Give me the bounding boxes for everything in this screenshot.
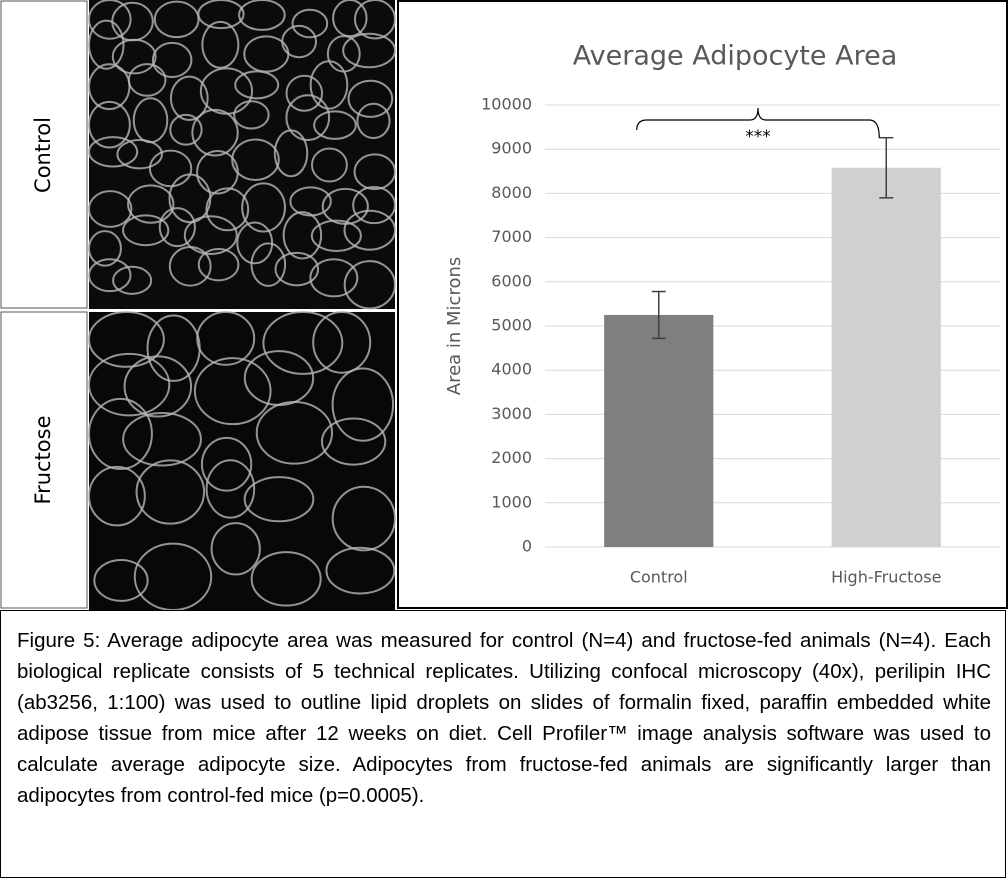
- figure: Control Fructose Average Adipocyte Area …: [0, 0, 1008, 610]
- x-tick-label: Control: [630, 568, 688, 587]
- y-tick-label: 7000: [491, 227, 532, 246]
- y-tick-label: 0: [522, 537, 532, 556]
- chart-title: Average Adipocyte Area: [573, 41, 898, 72]
- y-tick-label: 6000: [491, 271, 532, 290]
- y-tick-label: 3000: [491, 404, 532, 423]
- page: Control Fructose Average Adipocyte Area …: [0, 0, 1008, 880]
- y-tick-label: 1000: [491, 492, 532, 511]
- x-tick-label: High-Fructose: [831, 568, 941, 587]
- bar: [604, 315, 713, 547]
- y-tick-label: 10000: [481, 95, 532, 114]
- bar: [832, 168, 941, 547]
- y-tick-label: 2000: [491, 448, 532, 467]
- y-tick-label: 9000: [491, 139, 532, 158]
- panel-label: Fructose: [31, 416, 55, 505]
- significance-label: ***: [745, 127, 771, 147]
- y-axis-label: Area in Microns: [444, 257, 465, 396]
- panel-label: Control: [31, 117, 55, 193]
- y-tick-label: 5000: [491, 316, 532, 335]
- micrograph: [89, 312, 395, 610]
- y-tick-label: 8000: [491, 183, 532, 202]
- caption: Figure 5: Average adipocyte area was mea…: [0, 610, 1006, 878]
- y-tick-label: 4000: [491, 360, 532, 379]
